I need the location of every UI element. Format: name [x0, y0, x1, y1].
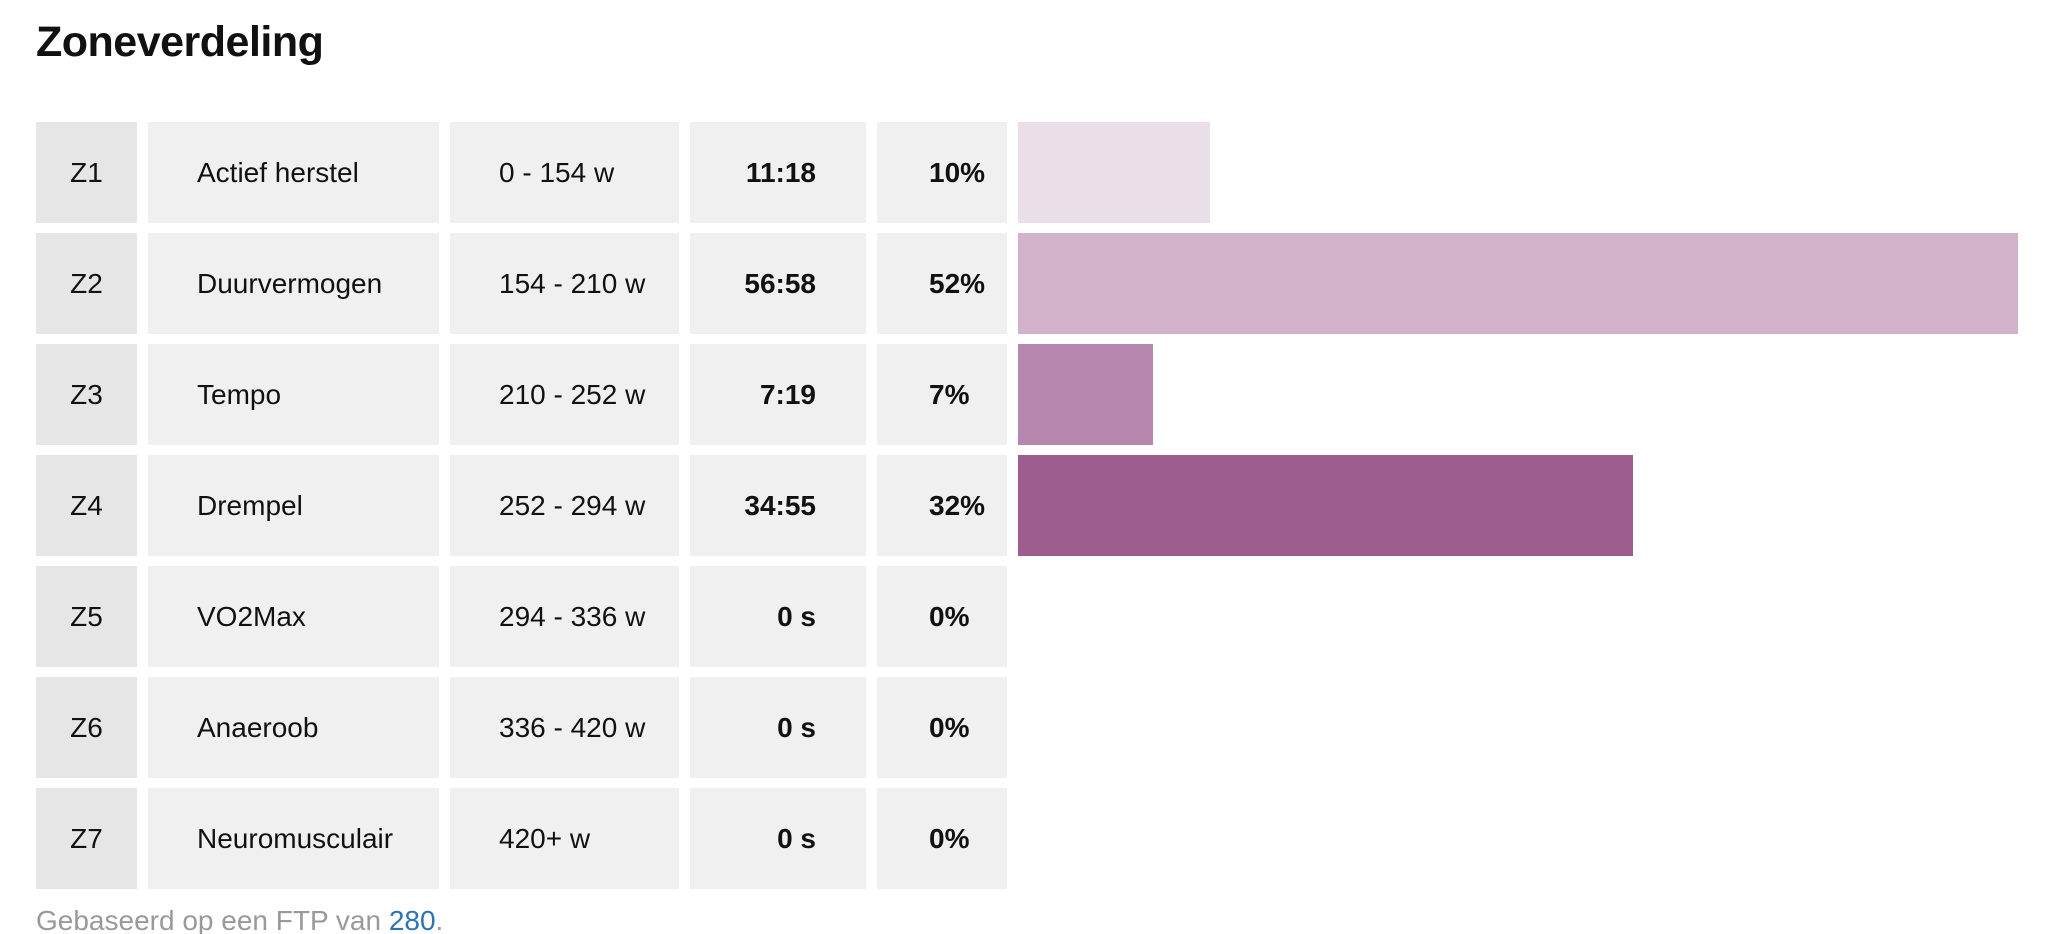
zone-label: Z6: [36, 677, 137, 778]
zone-bar: [1018, 455, 1633, 556]
zone-name: Duurvermogen: [148, 233, 439, 334]
zone-label: Z3: [36, 344, 137, 445]
zone-percent: 10%: [877, 122, 1007, 223]
zone-time: 34:55: [690, 455, 866, 556]
zone-name: Tempo: [148, 344, 439, 445]
zone-bar-track: [1018, 455, 2018, 556]
zone-percent: 0%: [877, 566, 1007, 667]
zone-name: Actief herstel: [148, 122, 439, 223]
zone-label: Z4: [36, 455, 137, 556]
zone-time: 0 s: [690, 677, 866, 778]
zone-bar: [1018, 122, 1210, 223]
zone-bar-track: [1018, 233, 2018, 334]
zone-bar: [1018, 344, 1153, 445]
zone-power-range: 252 - 294 w: [450, 455, 679, 556]
zone-time: 56:58: [690, 233, 866, 334]
footnote-suffix: .: [435, 905, 444, 934]
zone-label: Z1: [36, 122, 137, 223]
zone-label: Z5: [36, 566, 137, 667]
zone-percent: 0%: [877, 788, 1007, 889]
footnote-prefix: Gebaseerd op een FTP van: [36, 905, 389, 934]
zone-name: Neuromusculair: [148, 788, 439, 889]
zone-name: Anaeroob: [148, 677, 439, 778]
zone-bar-track: [1018, 788, 2018, 889]
zone-bar-track: [1018, 344, 2018, 445]
zone-power-range: 420+ w: [450, 788, 679, 889]
zone-power-range: 154 - 210 w: [450, 233, 679, 334]
page-title: Zoneverdeling: [36, 18, 324, 66]
zone-row: Z4 Drempel 252 - 294 w 34:55 32%: [36, 455, 2036, 556]
zone-power-range: 0 - 154 w: [450, 122, 679, 223]
zone-power-range: 210 - 252 w: [450, 344, 679, 445]
zone-bar-track: [1018, 677, 2018, 778]
zone-name: VO2Max: [148, 566, 439, 667]
zone-percent: 52%: [877, 233, 1007, 334]
zone-time: 0 s: [690, 566, 866, 667]
zone-bar-track: [1018, 566, 2018, 667]
ftp-value-link[interactable]: 280: [388, 905, 436, 934]
zone-row: Z2 Duurvermogen 154 - 210 w 56:58 52%: [36, 233, 2036, 334]
zone-percent: 0%: [877, 677, 1007, 778]
zone-label: Z2: [36, 233, 137, 334]
zone-power-range: 294 - 336 w: [450, 566, 679, 667]
zone-time: 11:18: [690, 122, 866, 223]
zone-row: Z1 Actief herstel 0 - 154 w 11:18 10%: [36, 122, 2036, 223]
zone-percent: 7%: [877, 344, 1007, 445]
ftp-footnote: Gebaseerd op een FTP van 280.: [36, 905, 443, 934]
zone-time: 7:19: [690, 344, 866, 445]
zone-time: 0 s: [690, 788, 866, 889]
zone-bar-track: [1018, 122, 2018, 223]
zone-percent: 32%: [877, 455, 1007, 556]
zone-label: Z7: [36, 788, 137, 889]
zone-name: Drempel: [148, 455, 439, 556]
zone-power-range: 336 - 420 w: [450, 677, 679, 778]
zone-row: Z3 Tempo 210 - 252 w 7:19 7%: [36, 344, 2036, 445]
zone-bar: [1018, 233, 2018, 334]
